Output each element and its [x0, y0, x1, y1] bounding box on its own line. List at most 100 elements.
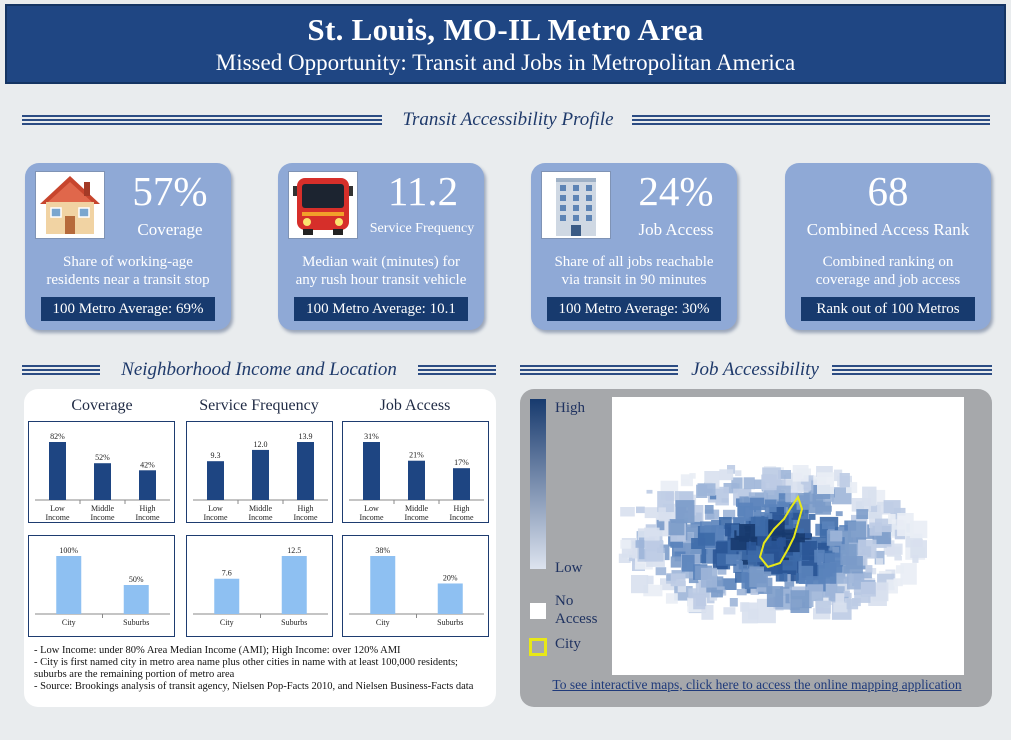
interactive-map-link[interactable]: To see interactive maps, click here to a…	[552, 677, 962, 692]
bar-value-label: 21%	[409, 451, 424, 460]
chart-jobaccess-income: 31% Low Income 21% Middle Income 17% High Income	[342, 421, 489, 523]
map-tract	[893, 578, 903, 587]
map-tract	[741, 602, 758, 624]
card-desc-line: via transit in 90 minutes	[561, 272, 707, 288]
map-tract	[807, 584, 824, 602]
card-desc-line: Median wait (minutes) for	[302, 254, 460, 270]
chart-coverage-income: 82% Low Income 52% Middle Income 42% High Income	[28, 421, 175, 523]
map-tract	[830, 530, 843, 542]
map-tract	[628, 554, 635, 562]
map-tract	[805, 501, 823, 514]
map-tract	[833, 602, 848, 613]
card-description: Combined ranking on coverage and job acc…	[789, 253, 987, 289]
map-tract	[764, 553, 774, 568]
card-value: 57%	[132, 168, 208, 214]
card-benchmark: 100 Metro Average: 10.1	[294, 297, 468, 321]
map-tract	[723, 509, 736, 520]
building-icon	[541, 171, 611, 239]
section-income-header: Neighborhood Income and Location	[22, 359, 496, 383]
category-label: High	[298, 504, 314, 513]
map-tract	[719, 469, 734, 481]
map-tract	[743, 477, 755, 490]
bar	[297, 442, 314, 500]
map-tract	[778, 470, 791, 479]
map-tract	[670, 573, 686, 587]
bar	[94, 463, 111, 500]
footnotes: - Low Income: under 80% Area Median Inco…	[34, 645, 484, 693]
map-tract	[832, 547, 840, 553]
map-tract	[856, 509, 869, 519]
card-description: Median wait (minutes) for any rush hour …	[282, 253, 480, 289]
category-label: Income	[91, 513, 115, 522]
map-tract	[620, 539, 631, 549]
map-tract	[637, 528, 649, 540]
column-title-job-access: Job Access	[379, 397, 451, 414]
legend-low: Low	[555, 560, 583, 576]
job-accessibility-panel: High Low No Access City To see interacti…	[520, 389, 992, 707]
map-tract	[749, 566, 768, 588]
bar-value-label: 82%	[50, 432, 65, 441]
map-tract	[778, 537, 786, 547]
bar-value-label: 20%	[443, 573, 458, 582]
map-tract	[665, 593, 678, 604]
legend-no-access-line: No	[555, 593, 574, 609]
bar-value-label: 7.6	[222, 569, 232, 578]
category-label: Low	[50, 504, 65, 513]
map-tract	[721, 578, 737, 590]
section-job-header: Job Accessibility	[520, 359, 992, 383]
bar	[453, 468, 470, 500]
card-desc-line: Share of all jobs reachable	[554, 254, 714, 270]
map-tract	[783, 540, 800, 553]
map-tract	[805, 600, 814, 607]
section-rule	[22, 365, 100, 375]
map-tract	[791, 512, 801, 520]
card-desc-line: Share of working-age	[63, 254, 193, 270]
map-tract	[858, 539, 877, 559]
category-label: Middle	[405, 504, 429, 513]
map-tract	[766, 586, 784, 607]
map-tract	[897, 513, 914, 537]
map-tract	[723, 483, 737, 494]
section-profile-title: Transit Accessibility Profile	[402, 109, 614, 130]
card-value: 24%	[638, 168, 714, 214]
category-label: Low	[208, 504, 223, 513]
map-tract	[803, 475, 815, 490]
chart-coverage-location: 100% City 50% Suburbs	[28, 535, 175, 637]
map-tract	[818, 562, 837, 584]
map-tract	[677, 581, 686, 593]
card-job-access: 24% Job Access Share of all jobs reachab…	[531, 163, 737, 330]
category-label: Income	[46, 513, 70, 522]
category-label: Income	[450, 513, 474, 522]
category-label: City	[376, 618, 390, 627]
map-tract	[670, 556, 687, 568]
map-tract	[746, 542, 757, 555]
map-tract	[872, 582, 889, 602]
bar-value-label: 12.0	[254, 440, 268, 449]
map-tract	[894, 555, 902, 561]
map-tract	[660, 578, 680, 591]
category-label: Suburbs	[123, 618, 149, 627]
category-label: Middle	[249, 504, 273, 513]
page-subtitle: Missed Opportunity: Transit and Jobs in …	[215, 50, 796, 75]
map-tract	[776, 485, 791, 496]
bar	[408, 460, 425, 500]
bar-value-label: 13.9	[299, 432, 313, 441]
map-tract	[646, 575, 654, 585]
map-tract	[813, 608, 831, 620]
map-tract	[680, 474, 693, 487]
map-tract	[796, 495, 810, 510]
bar-chart: 38% City 20% Suburbs	[349, 546, 484, 627]
map-tract	[912, 555, 919, 563]
category-label: Low	[364, 504, 379, 513]
card-label: Job Access	[638, 220, 714, 239]
bar	[370, 556, 396, 614]
map-graphic	[618, 465, 928, 624]
job-accessibility-map[interactable]	[612, 397, 964, 675]
footnote: - City is first named city in metro area…	[34, 657, 458, 680]
map-tract	[847, 573, 865, 590]
map-tract	[846, 599, 859, 610]
map-tract	[835, 593, 845, 605]
map-tract	[717, 568, 727, 575]
